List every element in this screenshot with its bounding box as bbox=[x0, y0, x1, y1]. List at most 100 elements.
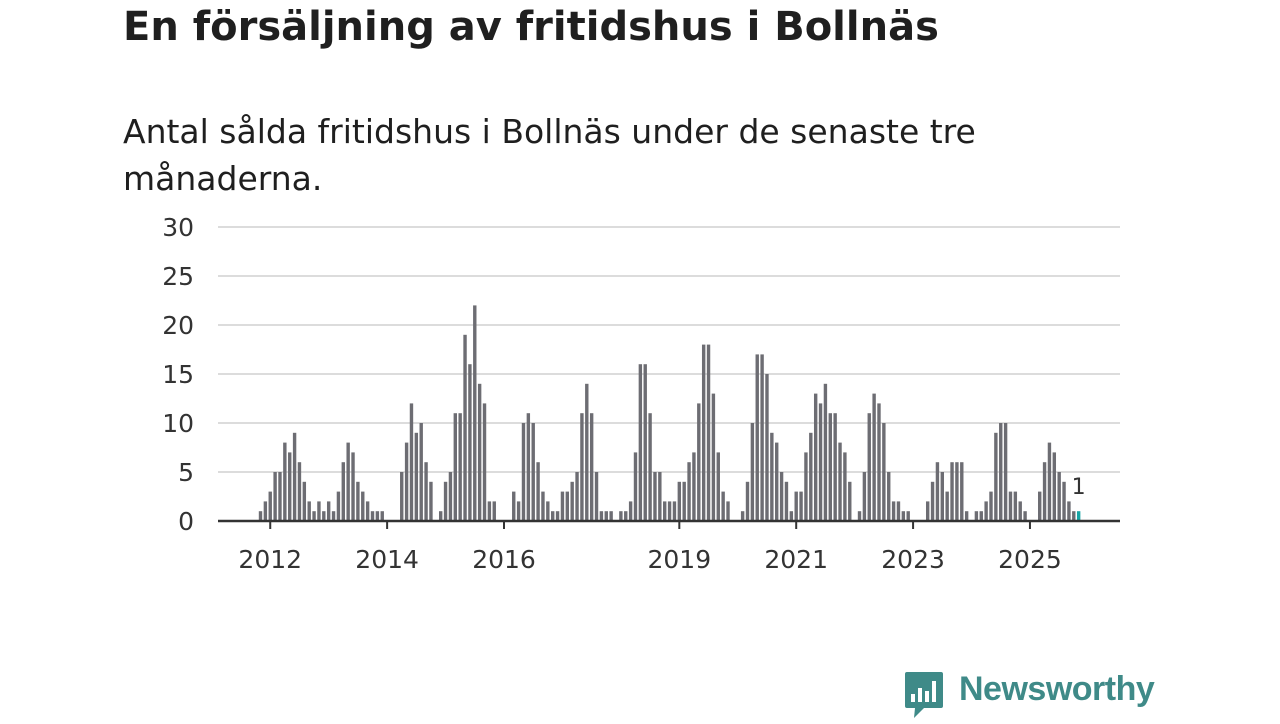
bar bbox=[687, 462, 691, 521]
bar bbox=[930, 481, 935, 521]
bar bbox=[361, 491, 365, 521]
bar bbox=[258, 511, 263, 521]
bar bbox=[867, 413, 871, 521]
bar bbox=[896, 501, 901, 521]
bar bbox=[609, 511, 613, 521]
bar bbox=[813, 393, 818, 521]
bar bbox=[624, 511, 628, 521]
bar bbox=[682, 481, 686, 521]
bar bbox=[468, 364, 472, 521]
bar bbox=[463, 334, 467, 521]
bar bbox=[356, 481, 360, 521]
bar bbox=[964, 511, 969, 521]
bar bbox=[677, 481, 682, 521]
bar bbox=[473, 305, 477, 521]
bar bbox=[857, 511, 862, 521]
bar bbox=[672, 501, 677, 521]
bar bbox=[512, 491, 516, 521]
bar bbox=[799, 491, 803, 521]
bar bbox=[775, 442, 779, 521]
bar bbox=[551, 511, 555, 521]
bar bbox=[453, 413, 457, 521]
y-axis-ticks: 0 5 10 15 20 25 30 bbox=[162, 213, 194, 536]
y-tick-label: 30 bbox=[162, 213, 194, 242]
bar bbox=[278, 472, 282, 521]
bar bbox=[619, 511, 623, 521]
x-tick-label: 2021 bbox=[764, 545, 828, 574]
bar bbox=[599, 511, 604, 521]
bar bbox=[283, 442, 287, 521]
bar bbox=[628, 501, 633, 521]
bar bbox=[414, 432, 419, 521]
bar bbox=[541, 491, 545, 521]
data-label-latest: 1 bbox=[1072, 475, 1086, 500]
bar bbox=[380, 511, 384, 521]
bar bbox=[1018, 501, 1022, 521]
bar bbox=[307, 501, 311, 521]
bar bbox=[638, 364, 643, 521]
bar bbox=[974, 511, 979, 521]
bar bbox=[935, 462, 940, 521]
x-tick-label: 2016 bbox=[472, 545, 536, 574]
bar bbox=[945, 491, 949, 521]
bar bbox=[999, 423, 1003, 521]
bar bbox=[701, 344, 706, 521]
bar bbox=[404, 442, 409, 521]
bar bbox=[365, 501, 370, 521]
bar bbox=[438, 511, 443, 521]
bar bbox=[1072, 511, 1076, 521]
chart-title: En försäljning av fritidshus i Bollnäs bbox=[123, 4, 939, 50]
bar bbox=[692, 452, 696, 521]
bar bbox=[336, 491, 341, 521]
bar bbox=[604, 511, 608, 521]
newsworthy-logo: Newsworthy bbox=[902, 668, 1162, 720]
bar bbox=[370, 511, 375, 521]
brand-name: Newsworthy bbox=[959, 670, 1155, 708]
bar bbox=[711, 393, 716, 521]
bar bbox=[555, 511, 560, 521]
bar bbox=[984, 501, 988, 521]
bar bbox=[784, 481, 789, 521]
bar bbox=[429, 481, 433, 521]
bar bbox=[1038, 491, 1042, 521]
bar bbox=[843, 452, 847, 521]
bar bbox=[633, 452, 638, 521]
bar bbox=[887, 472, 891, 521]
bar bbox=[1047, 442, 1052, 521]
bars bbox=[258, 305, 1081, 521]
bar bbox=[891, 501, 896, 521]
y-tick-label: 0 bbox=[178, 507, 194, 536]
bar bbox=[667, 501, 672, 521]
bar bbox=[594, 472, 599, 521]
bar bbox=[458, 413, 462, 521]
bar bbox=[862, 472, 867, 521]
bar bbox=[955, 462, 959, 521]
bar bbox=[351, 452, 355, 521]
bar bbox=[477, 383, 482, 521]
x-tick-label: 2023 bbox=[881, 545, 945, 574]
bar bbox=[818, 403, 823, 521]
bar bbox=[448, 472, 453, 521]
bar bbox=[925, 501, 930, 521]
bar bbox=[341, 462, 345, 521]
bar bbox=[755, 354, 759, 521]
y-tick-label: 10 bbox=[162, 409, 194, 438]
bar bbox=[643, 364, 647, 521]
bar bbox=[760, 354, 764, 521]
bar bbox=[770, 432, 774, 521]
bar bbox=[726, 501, 730, 521]
x-tick-label: 2014 bbox=[355, 545, 419, 574]
bar bbox=[546, 501, 550, 521]
bar bbox=[297, 462, 302, 521]
bar bbox=[779, 472, 784, 521]
bar bbox=[663, 501, 667, 521]
bar bbox=[302, 481, 307, 521]
bar bbox=[906, 511, 910, 521]
bar bbox=[516, 501, 521, 521]
x-tick-label: 2012 bbox=[238, 545, 302, 574]
bar bbox=[492, 501, 496, 521]
chart-subtitle: Antal sålda fritidshus i Bollnäs under d… bbox=[123, 112, 976, 198]
y-tick-label: 20 bbox=[162, 311, 194, 340]
bar bbox=[570, 481, 574, 521]
